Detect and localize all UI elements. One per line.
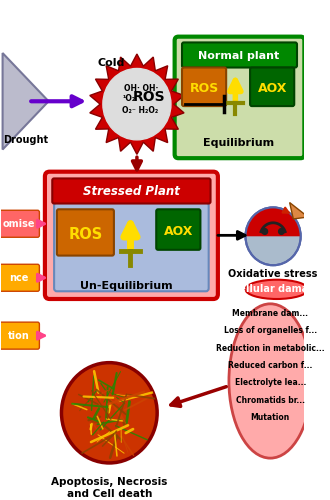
Text: Equilibrium: Equilibrium bbox=[204, 138, 275, 147]
Text: Apoptosis, Necrosis
and Cell death: Apoptosis, Necrosis and Cell death bbox=[51, 478, 168, 499]
Text: Reduced carbon f...: Reduced carbon f... bbox=[228, 361, 313, 370]
Text: Oxidative stress: Oxidative stress bbox=[228, 269, 318, 279]
Text: Stressed Plant: Stressed Plant bbox=[83, 186, 180, 198]
FancyBboxPatch shape bbox=[175, 36, 304, 158]
Text: ROS: ROS bbox=[68, 227, 103, 242]
FancyBboxPatch shape bbox=[0, 210, 39, 238]
Text: OH· OH·: OH· OH· bbox=[124, 84, 158, 92]
Circle shape bbox=[262, 228, 268, 234]
FancyBboxPatch shape bbox=[52, 178, 211, 204]
FancyBboxPatch shape bbox=[182, 68, 226, 106]
Text: ¹O₂: ¹O₂ bbox=[122, 94, 135, 104]
Text: Membrane dam...: Membrane dam... bbox=[232, 309, 308, 318]
FancyBboxPatch shape bbox=[250, 68, 294, 106]
Circle shape bbox=[246, 208, 301, 265]
FancyBboxPatch shape bbox=[182, 42, 297, 68]
Text: Normal plant: Normal plant bbox=[198, 51, 280, 61]
Text: Cellular damage: Cellular damage bbox=[232, 284, 322, 294]
Text: Drought: Drought bbox=[4, 134, 49, 144]
FancyBboxPatch shape bbox=[57, 210, 114, 256]
Text: Mutation: Mutation bbox=[251, 413, 290, 422]
Text: Un-Equilibrium: Un-Equilibrium bbox=[81, 282, 173, 292]
Text: AOX: AOX bbox=[257, 82, 287, 95]
Text: omise: omise bbox=[3, 219, 35, 229]
Circle shape bbox=[61, 362, 157, 463]
Circle shape bbox=[103, 68, 171, 140]
Polygon shape bbox=[290, 202, 308, 219]
FancyBboxPatch shape bbox=[0, 322, 39, 349]
Text: Chromatids br...: Chromatids br... bbox=[236, 396, 305, 405]
Text: Cold: Cold bbox=[97, 58, 125, 68]
Text: Loss of organelles f...: Loss of organelles f... bbox=[224, 326, 317, 336]
Wedge shape bbox=[246, 208, 301, 236]
Text: O₂⁻ H₂O₂: O₂⁻ H₂O₂ bbox=[122, 106, 158, 115]
FancyBboxPatch shape bbox=[45, 172, 218, 299]
Text: Electrolyte lea...: Electrolyte lea... bbox=[235, 378, 306, 388]
Text: nce: nce bbox=[10, 273, 29, 283]
Polygon shape bbox=[3, 53, 49, 150]
FancyBboxPatch shape bbox=[54, 202, 209, 292]
Text: tion: tion bbox=[8, 330, 30, 340]
Ellipse shape bbox=[246, 280, 308, 299]
FancyBboxPatch shape bbox=[156, 210, 200, 250]
Text: ROS: ROS bbox=[133, 90, 166, 104]
Polygon shape bbox=[90, 54, 184, 154]
Circle shape bbox=[279, 228, 284, 234]
FancyBboxPatch shape bbox=[0, 264, 39, 291]
Text: Reduction in metabolic...: Reduction in metabolic... bbox=[216, 344, 325, 352]
Ellipse shape bbox=[229, 304, 312, 458]
Text: AOX: AOX bbox=[164, 225, 193, 238]
Text: ROS: ROS bbox=[189, 82, 219, 95]
